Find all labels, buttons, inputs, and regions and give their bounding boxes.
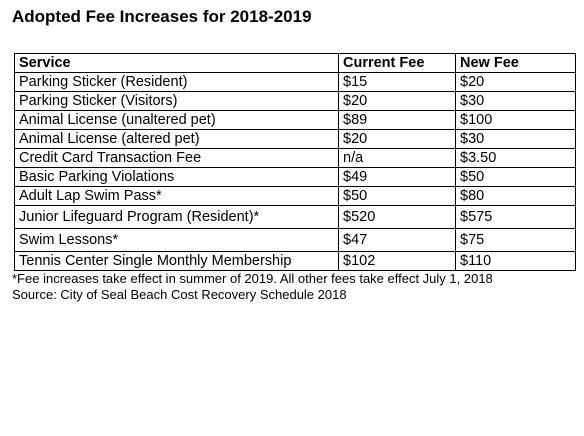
table-row: Parking Sticker (Resident) $15 $20 [14, 72, 576, 92]
current-fee-cell: $49 [338, 167, 456, 187]
service-cell: Animal License (unaltered pet) [14, 110, 339, 130]
table-header-row: Service Current Fee New Fee [14, 53, 576, 73]
table-row: Basic Parking Violations $49 $50 [14, 167, 576, 187]
table-row: Parking Sticker (Visitors) $20 $30 [14, 91, 576, 111]
current-fee-cell: $20 [338, 129, 456, 149]
new-fee-cell: $575 [455, 205, 576, 229]
current-fee-cell: $520 [338, 205, 456, 229]
table-row: Credit Card Transaction Fee n/a $3.50 [14, 148, 576, 168]
source-note: Source: City of Seal Beach Cost Recovery… [12, 287, 347, 302]
fee-table: Service Current Fee New Fee Parking Stic… [14, 53, 576, 271]
new-fee-cell: $100 [455, 110, 576, 130]
service-cell: Swim Lessons* [14, 228, 339, 252]
current-fee-cell: $15 [338, 72, 456, 92]
new-fee-cell: $75 [455, 228, 576, 252]
service-cell: Basic Parking Violations [14, 167, 339, 187]
table-row: Animal License (altered pet) $20 $30 [14, 129, 576, 149]
page-title: Adopted Fee Increases for 2018-2019 [12, 7, 312, 26]
service-cell: Parking Sticker (Resident) [14, 72, 339, 92]
table-row: Junior Lifeguard Program (Resident)* $52… [14, 205, 576, 229]
new-fee-cell: $20 [455, 72, 576, 92]
service-cell: Animal License (altered pet) [14, 129, 339, 149]
service-cell: Tennis Center Single Monthly Membership [14, 251, 339, 271]
new-fee-cell: $3.50 [455, 148, 576, 168]
current-fee-cell: $20 [338, 91, 456, 111]
current-fee-cell: $102 [338, 251, 456, 271]
table-row: Tennis Center Single Monthly Membership … [14, 251, 576, 271]
new-fee-cell: $30 [455, 129, 576, 149]
current-fee-cell: $47 [338, 228, 456, 252]
table-row: Swim Lessons* $47 $75 [14, 228, 576, 252]
column-header-current-fee: Current Fee [338, 53, 456, 73]
notes-block: *Fee increases take effect in summer of … [12, 271, 493, 303]
new-fee-cell: $80 [455, 186, 576, 206]
new-fee-cell: $50 [455, 167, 576, 187]
column-header-service: Service [14, 53, 339, 73]
service-cell: Junior Lifeguard Program (Resident)* [14, 205, 339, 229]
column-header-new-fee: New Fee [455, 53, 576, 73]
current-fee-cell: $50 [338, 186, 456, 206]
table-row: Animal License (unaltered pet) $89 $100 [14, 110, 576, 130]
service-cell: Parking Sticker (Visitors) [14, 91, 339, 111]
table-row: Adult Lap Swim Pass* $50 $80 [14, 186, 576, 206]
current-fee-cell: $89 [338, 110, 456, 130]
footnote: *Fee increases take effect in summer of … [12, 271, 493, 286]
service-cell: Credit Card Transaction Fee [14, 148, 339, 168]
new-fee-cell: $110 [455, 251, 576, 271]
current-fee-cell: n/a [338, 148, 456, 168]
service-cell: Adult Lap Swim Pass* [14, 186, 339, 206]
new-fee-cell: $30 [455, 91, 576, 111]
